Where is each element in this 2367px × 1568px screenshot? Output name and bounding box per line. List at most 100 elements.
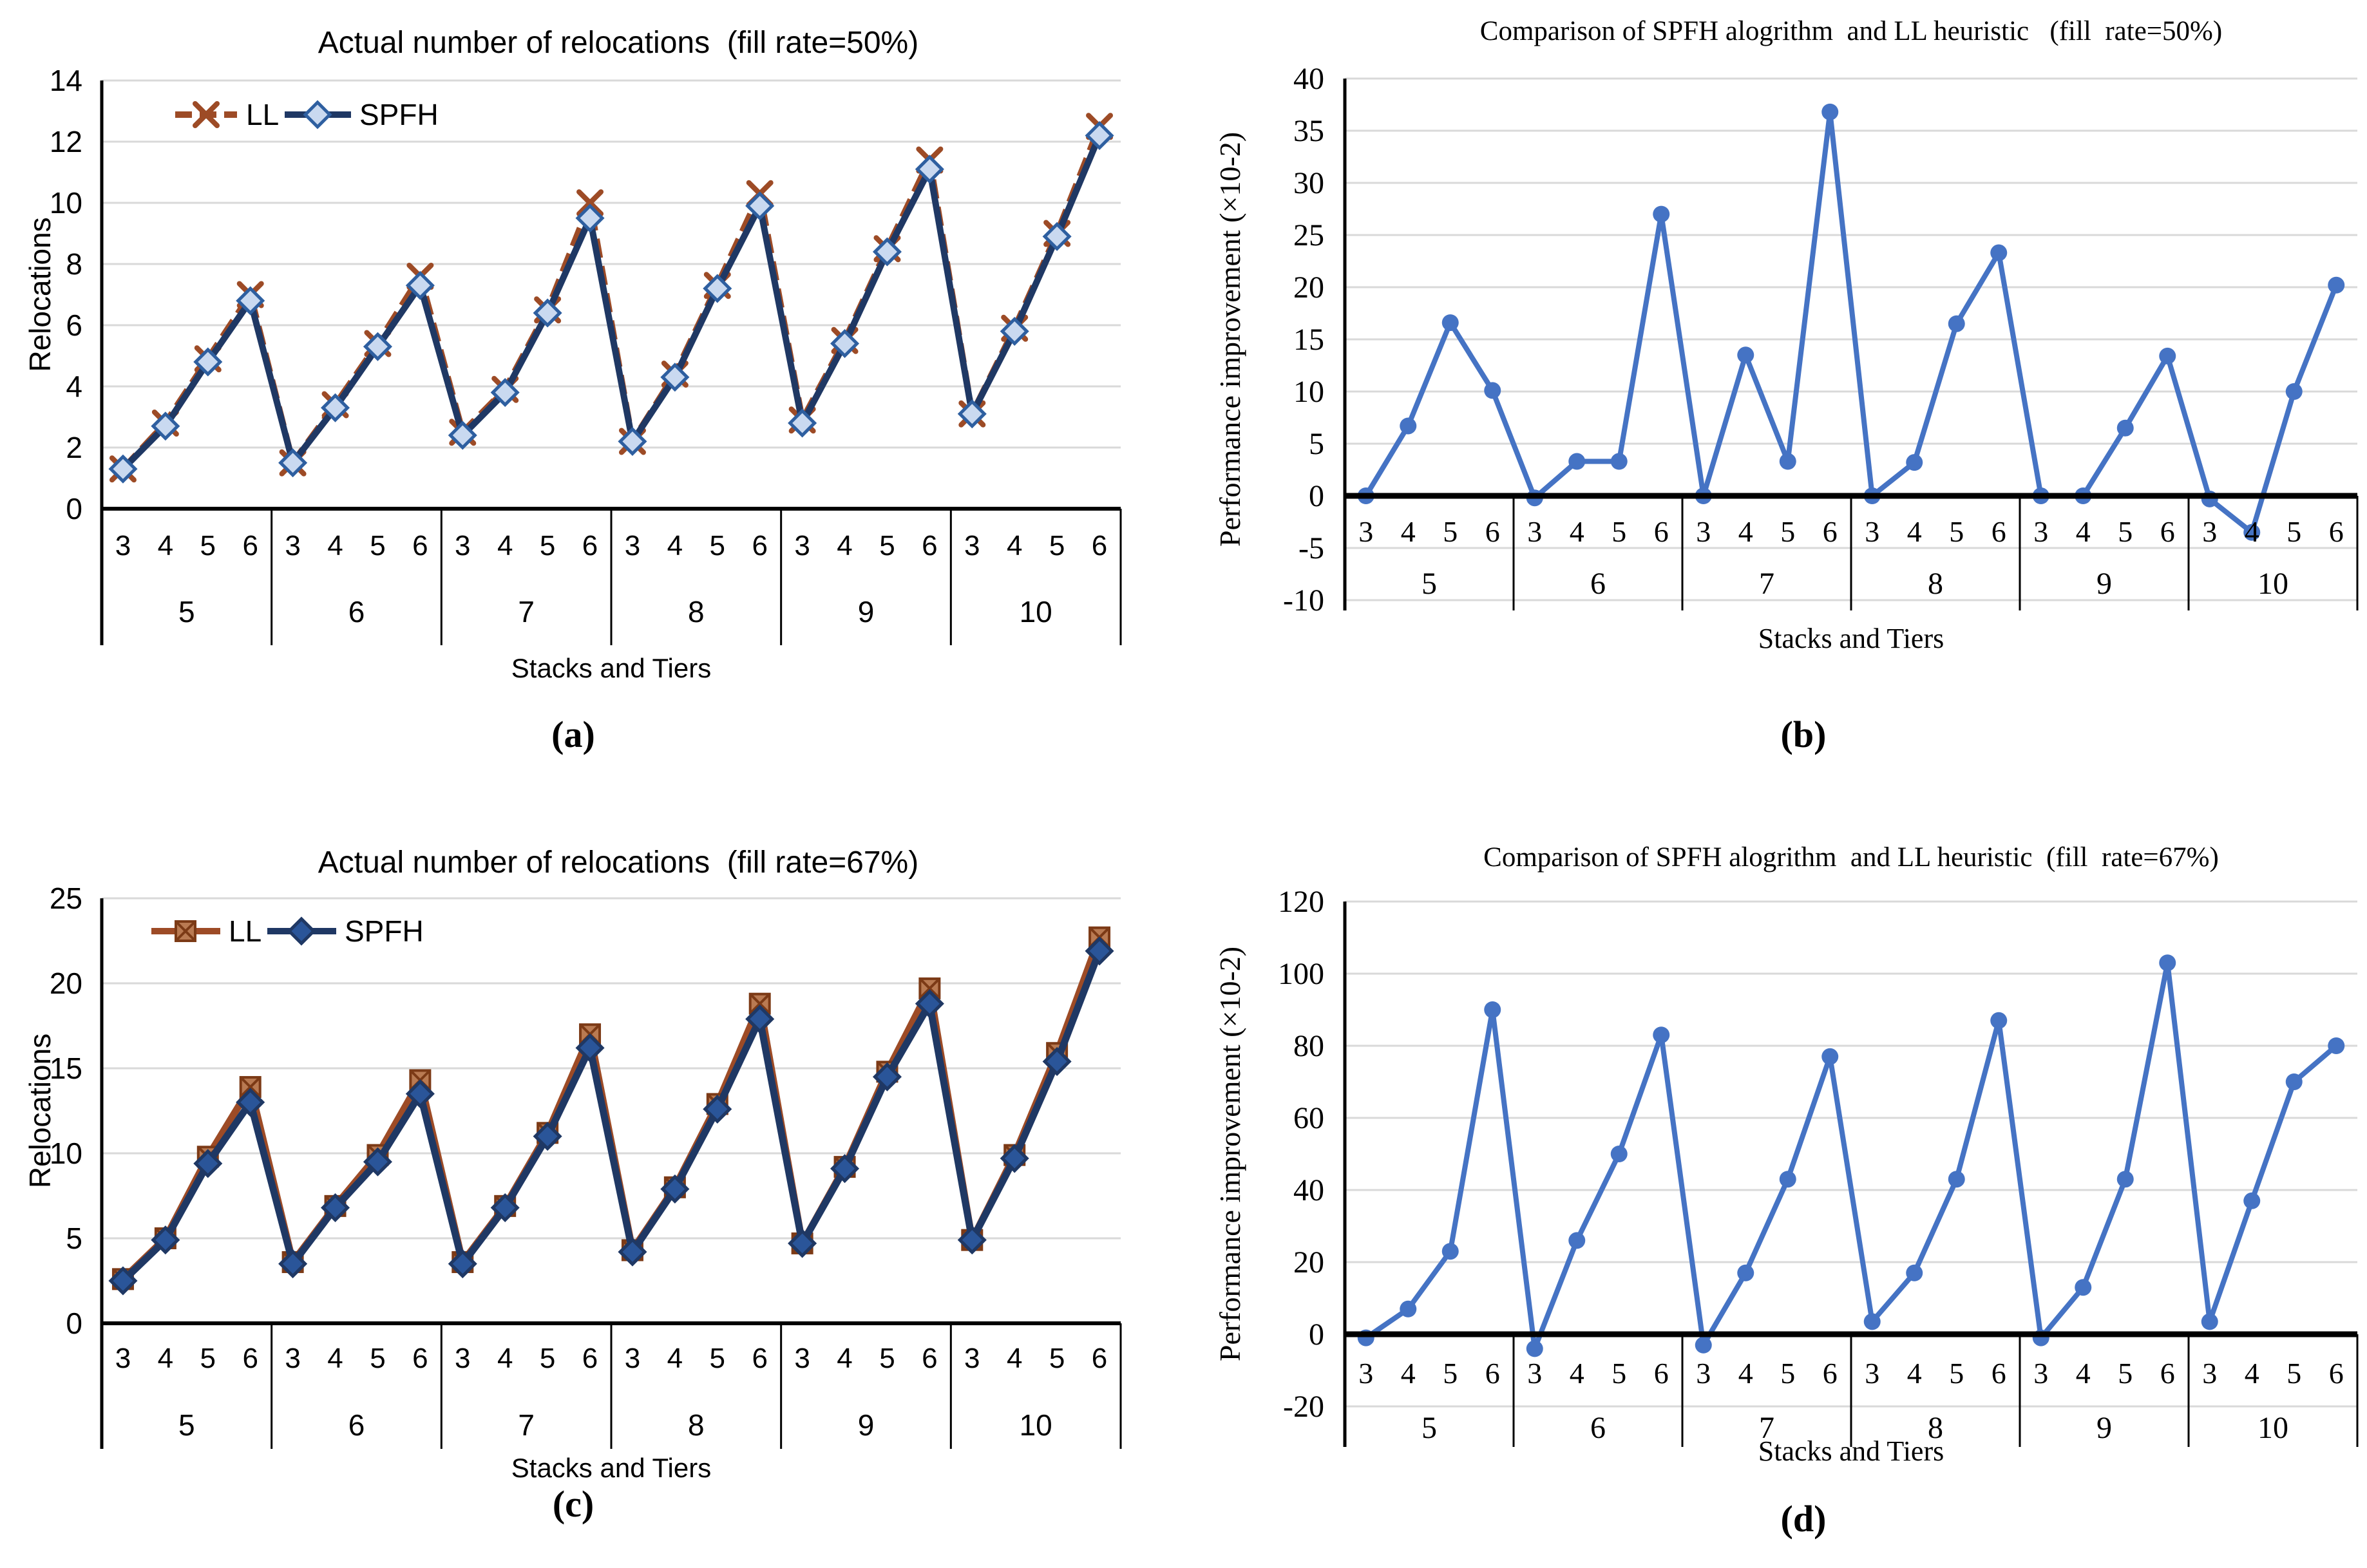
tier-label: 6 [1992, 1357, 2006, 1390]
y-tick-label: 15 [1293, 323, 1324, 357]
tier-label: 3 [1696, 515, 1711, 548]
series-SPFH [108, 120, 1114, 484]
diamond-marker [321, 1193, 350, 1223]
square-marker [918, 978, 940, 999]
tier-label: 6 [1823, 515, 1838, 548]
stack-label: 10 [1020, 1408, 1052, 1442]
tier-label: 3 [1865, 515, 1879, 548]
circle-marker [1906, 1264, 1923, 1281]
tier-label: 3 [1696, 1357, 1711, 1390]
diamond-marker [915, 989, 944, 1019]
circle-marker [2116, 1171, 2134, 1188]
stack-label: 5 [178, 1408, 195, 1442]
tier-label: 5 [1443, 1357, 1458, 1390]
tier-label: 3 [1865, 1357, 1879, 1390]
tier-label: 3 [625, 530, 640, 562]
tier-label: 5 [370, 530, 385, 562]
panel-caption: (c) [553, 1483, 594, 1525]
tier-label: 5 [2118, 515, 2133, 548]
tier-label: 6 [242, 1343, 258, 1374]
y-tick-label: 100 [1278, 957, 1324, 991]
diamond-marker [1085, 120, 1114, 151]
tier-label: 4 [327, 1343, 343, 1374]
tier-label: 4 [1738, 1357, 1753, 1390]
y-tick-label: 10 [50, 1137, 82, 1170]
series-line [120, 936, 1103, 1282]
tier-label: 5 [879, 1343, 895, 1374]
y-tick-label: 120 [1278, 885, 1324, 919]
circle-marker [1400, 1300, 1417, 1318]
stack-label: 10 [1020, 595, 1052, 628]
circle-marker [2201, 1313, 2218, 1330]
tier-label: 5 [2118, 1357, 2133, 1390]
square-marker [749, 993, 771, 1015]
circle-marker [2328, 1037, 2345, 1054]
diamond-marker [957, 399, 987, 429]
tier-label: 6 [582, 530, 598, 562]
y-axis-label: Performance improvement (×10-2) [1213, 132, 1246, 547]
y-tick-label: 40 [1293, 1173, 1324, 1207]
stack-label: 7 [518, 595, 535, 628]
tier-label: 3 [794, 530, 810, 562]
tier-label: 4 [1401, 1357, 1416, 1390]
diamond-marker [660, 1174, 690, 1204]
stack-label: 6 [1590, 1411, 1606, 1445]
tier-label: 5 [1611, 515, 1626, 548]
diamond-marker [745, 191, 775, 221]
tier-label: 3 [2033, 515, 2048, 548]
chart-title: Comparison of SPFH alogrithm and LL heur… [1483, 842, 2219, 873]
tier-label: 6 [922, 1343, 937, 1374]
x-marker [193, 101, 220, 128]
x-marker [576, 189, 604, 216]
series-line [1364, 960, 2338, 1352]
tier-label: 4 [2245, 1357, 2259, 1390]
diamond-marker [872, 237, 902, 267]
y-tick-label: 20 [1293, 1245, 1324, 1280]
tier-label: 3 [2202, 515, 2217, 548]
diamond-marker [703, 1094, 732, 1124]
tier-label: 6 [2329, 515, 2344, 548]
tier-label: 4 [1907, 515, 1922, 548]
diamond-marker [575, 1033, 605, 1063]
legend: LL SPFH [175, 98, 439, 131]
stack-label: 7 [1759, 1411, 1774, 1445]
tier-label: 5 [540, 530, 555, 562]
diamond-marker [108, 454, 138, 484]
circle-marker [1990, 1012, 2008, 1029]
tier-label: 6 [1092, 530, 1107, 562]
circle-marker [1948, 1171, 1965, 1188]
diamond-marker [1000, 316, 1029, 346]
tier-label: 4 [497, 1343, 513, 1374]
tier-label: 6 [752, 1343, 767, 1374]
y-axis-label: Relocations [23, 1034, 57, 1188]
x-axis-label: Stacks and Tiers [1758, 1435, 1944, 1467]
circle-marker [2243, 524, 2261, 541]
tier-label: 4 [1401, 515, 1416, 548]
circle-marker [1779, 453, 1796, 470]
stack-label: 7 [1759, 567, 1774, 601]
y-tick-label: 10 [50, 186, 82, 220]
y-tick-label: 10 [1293, 375, 1324, 409]
tier-label: 3 [115, 1343, 131, 1374]
circle-marker [1695, 1336, 1712, 1354]
diamond-marker [830, 1154, 860, 1184]
tier-label: 5 [710, 1343, 725, 1374]
circle-marker [2075, 1279, 2092, 1296]
circle-marker [1484, 382, 1501, 399]
stack-label: 8 [1928, 567, 1943, 601]
tier-label: 3 [2202, 1357, 2217, 1390]
tier-label: 6 [752, 530, 767, 562]
diamond-marker [533, 1122, 562, 1151]
tier-label: 4 [837, 1343, 852, 1374]
chart-title: Actual number of relocations (fill rate=… [318, 26, 918, 60]
diamond-marker [575, 203, 605, 233]
square-marker [175, 920, 196, 942]
circle-marker [1779, 1171, 1796, 1188]
circle-marker [1568, 1232, 1586, 1249]
y-tick-label: 30 [1293, 166, 1324, 200]
tier-label: 4 [1007, 1343, 1022, 1374]
tier-label: 3 [625, 1343, 640, 1374]
circle-marker [1863, 1313, 1881, 1330]
stack-label: 7 [518, 1408, 535, 1442]
circle-marker [1821, 103, 1839, 120]
